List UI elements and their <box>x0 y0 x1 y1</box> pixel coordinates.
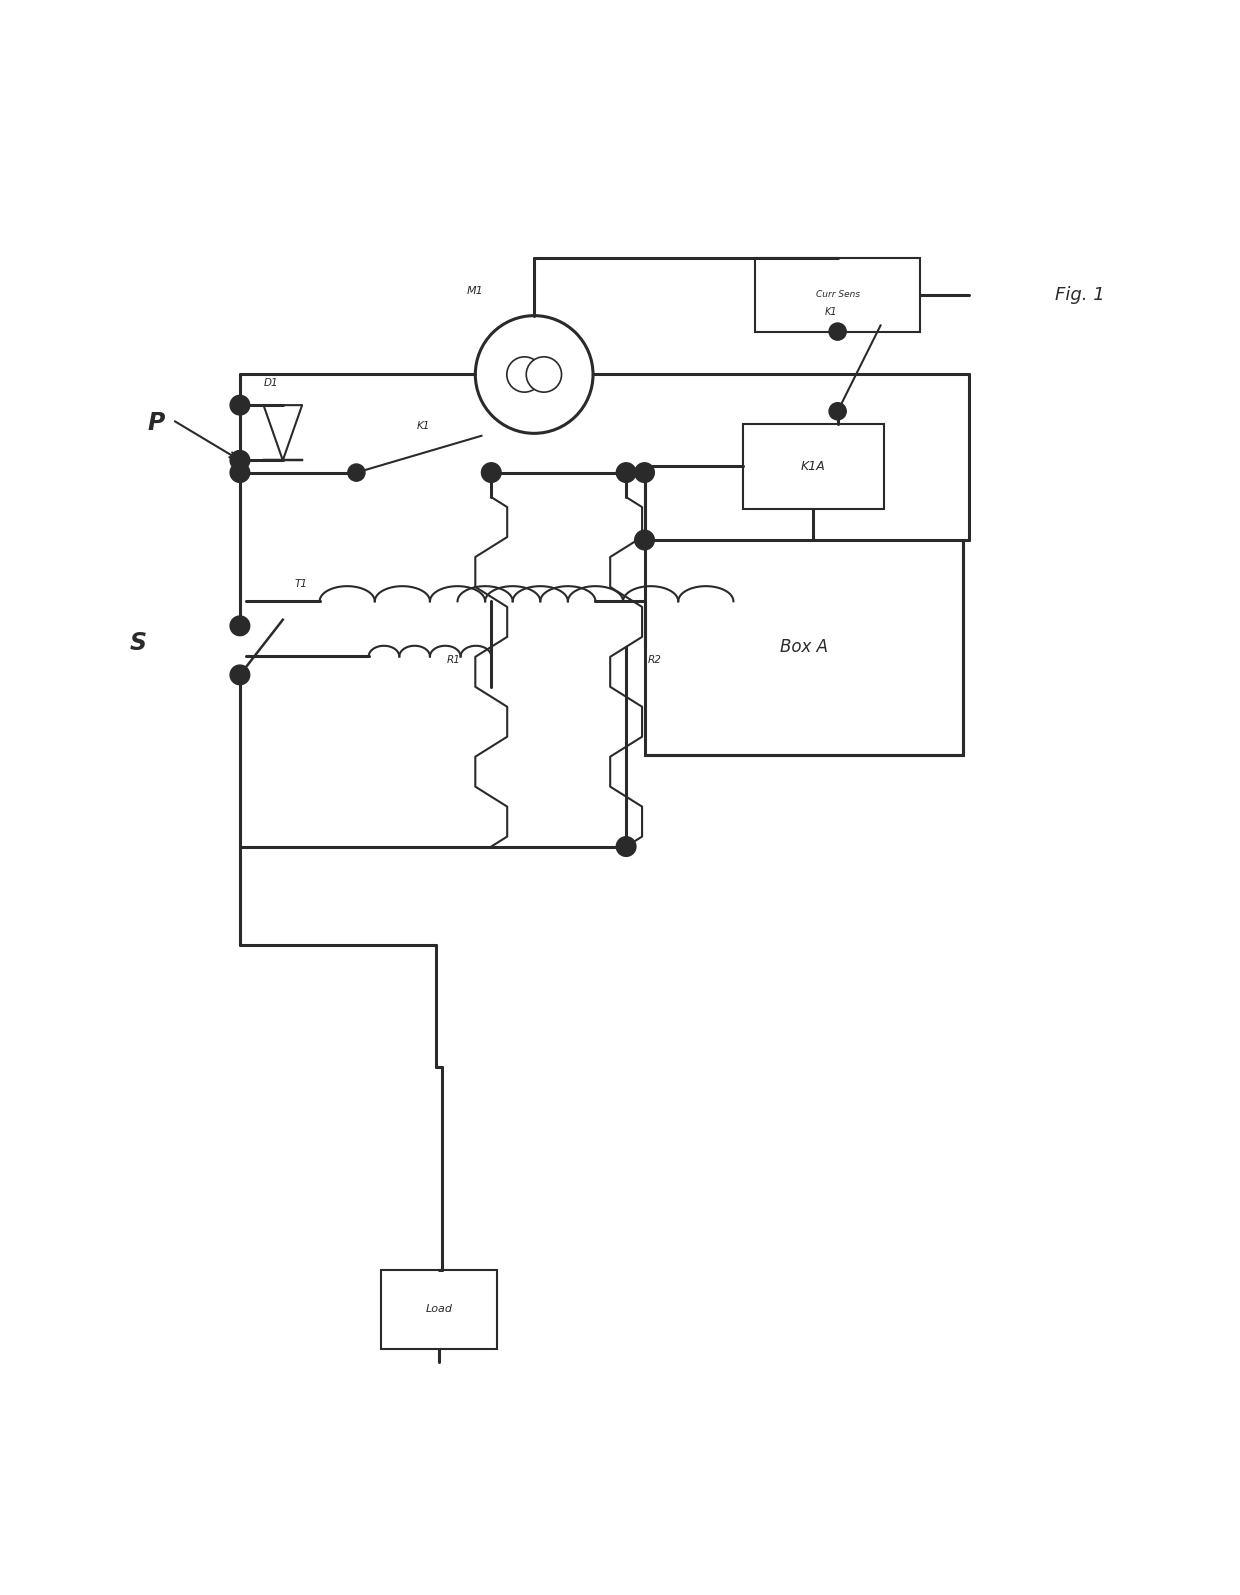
Circle shape <box>482 464 500 482</box>
Circle shape <box>347 464 365 482</box>
Text: D1: D1 <box>263 378 278 388</box>
Bar <box>755 258 920 332</box>
Text: S: S <box>129 632 146 656</box>
Text: K1A: K1A <box>801 459 826 474</box>
Text: P: P <box>148 410 165 435</box>
Circle shape <box>830 402 846 419</box>
Circle shape <box>481 463 501 482</box>
Text: K1: K1 <box>825 306 838 317</box>
Circle shape <box>616 837 636 857</box>
Text: M1: M1 <box>466 286 484 295</box>
Circle shape <box>231 463 249 482</box>
Circle shape <box>616 463 636 482</box>
Circle shape <box>231 450 249 471</box>
Text: Curr Sens: Curr Sens <box>816 290 859 300</box>
Circle shape <box>507 357 542 392</box>
Circle shape <box>635 463 655 482</box>
Circle shape <box>475 316 593 434</box>
Circle shape <box>526 357 562 392</box>
Text: Fig. 1: Fig. 1 <box>1055 286 1105 303</box>
Text: Box A: Box A <box>780 638 828 656</box>
Circle shape <box>635 530 655 550</box>
Circle shape <box>830 324 846 340</box>
Text: K1: K1 <box>417 421 430 431</box>
Text: R2: R2 <box>649 654 662 665</box>
Circle shape <box>231 616 249 636</box>
Bar <box>743 424 884 509</box>
Circle shape <box>231 396 249 415</box>
Circle shape <box>231 665 249 684</box>
Bar <box>381 1270 497 1349</box>
Text: R1: R1 <box>446 654 460 665</box>
Bar <box>645 541 963 754</box>
Text: Load: Load <box>425 1305 453 1314</box>
Text: T1: T1 <box>294 579 308 589</box>
